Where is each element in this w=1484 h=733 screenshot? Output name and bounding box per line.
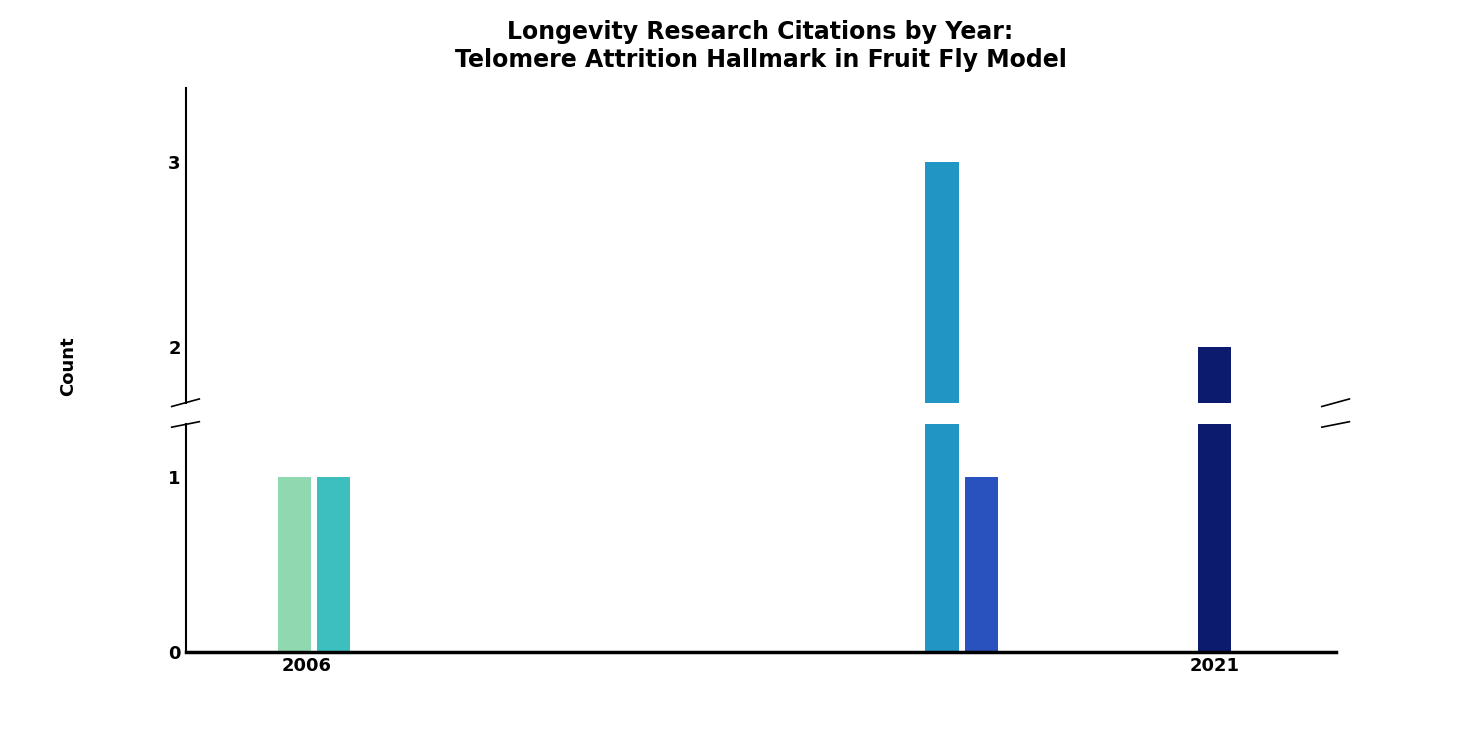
Text: Count: Count (59, 336, 77, 397)
Bar (965, 477, 999, 652)
Bar (1198, 302, 1232, 652)
Bar (1198, 347, 1232, 718)
Bar (926, 162, 959, 718)
Bar (278, 532, 312, 718)
Bar (965, 532, 999, 718)
Bar (318, 532, 350, 718)
Bar (278, 477, 312, 652)
Bar (926, 126, 959, 652)
Bar (318, 477, 350, 652)
Title: Longevity Research Citations by Year:
Telomere Attrition Hallmark in Fruit Fly M: Longevity Research Citations by Year: Te… (454, 21, 1067, 72)
